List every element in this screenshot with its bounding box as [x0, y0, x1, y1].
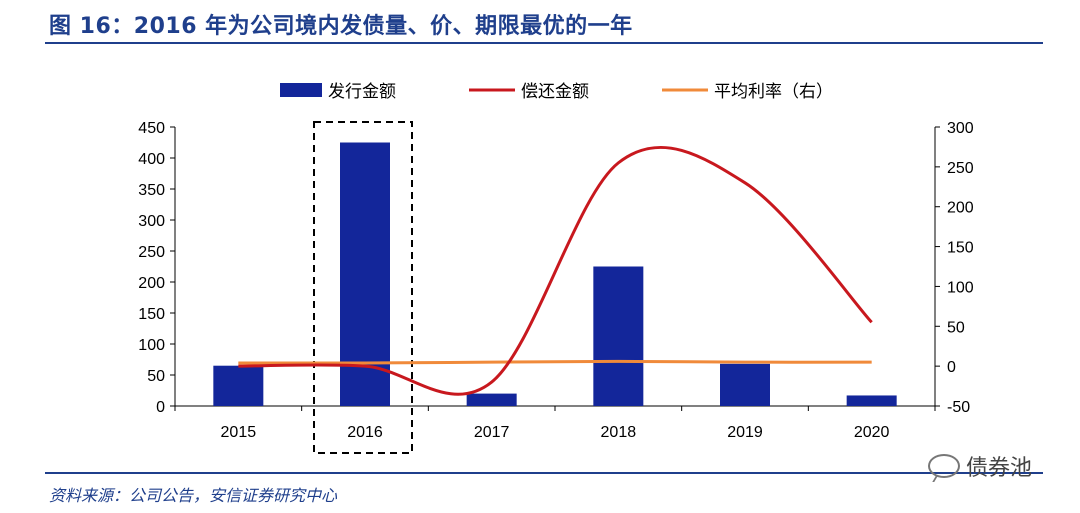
x-tick-label: 2016 [347, 424, 383, 441]
bar [846, 395, 897, 406]
left-tick-label: 0 [156, 399, 165, 416]
x-tick-label: 2015 [221, 424, 257, 441]
wechat-icon [928, 454, 960, 478]
legend-swatch-issue [280, 83, 322, 97]
watermark-text: 债券池 [966, 456, 1033, 481]
source-note: 资料来源：公司公告，安信证券研究中心 [49, 486, 338, 505]
right-tick-label: -50 [947, 399, 970, 416]
rate-line [238, 359, 872, 365]
right-tick-label: 150 [947, 240, 974, 257]
axes: 0 50 100 150 200 250 300 350 400 450 -50 0 50 100 150 2… [138, 120, 974, 441]
bar [593, 266, 644, 406]
right-tick-label: 300 [947, 120, 974, 137]
right-tick-label: 50 [947, 319, 965, 336]
chart-title: 图 16：2016 年为公司境内发债量、价、期限最优的一年 [49, 14, 633, 39]
legend-label-rate: 平均利率（右） [714, 82, 833, 102]
x-tick-label: 2018 [601, 424, 637, 441]
legend-label-repay: 偿还金额 [521, 82, 589, 102]
x-tick-label: 2017 [474, 424, 510, 441]
bar [466, 393, 517, 406]
left-tick-label: 400 [138, 151, 165, 168]
combo-chart: 发行金额 偿还金额 平均利率（右） 0 50 100 150 200 250 300 350 4… [138, 82, 974, 454]
left-tick-label: 350 [138, 182, 165, 199]
left-tick-label: 300 [138, 213, 165, 230]
watermark: 债券池 [928, 450, 1032, 482]
left-tick-label: 150 [138, 306, 165, 323]
x-tick-label: 2019 [727, 424, 763, 441]
left-tick-label: 450 [138, 120, 165, 137]
left-tick-label: 50 [147, 368, 165, 385]
left-tick-label: 200 [138, 275, 165, 292]
right-tick-label: 0 [947, 359, 956, 376]
left-tick-label: 100 [138, 337, 165, 354]
x-tick-label: 2020 [854, 424, 890, 441]
bar [213, 365, 264, 406]
title-rule [45, 42, 1043, 44]
legend: 发行金额 偿还金额 平均利率（右） [280, 82, 833, 102]
source-rule [45, 472, 1043, 474]
right-tick-label: 200 [947, 200, 974, 217]
right-tick-label: 250 [947, 160, 974, 177]
legend-label-issue: 发行金额 [328, 82, 396, 102]
highlight-box [313, 121, 413, 454]
left-tick-label: 250 [138, 244, 165, 261]
line-series [238, 145, 873, 396]
highlight-rect [313, 121, 413, 454]
repay-line [238, 145, 873, 396]
bar [720, 363, 770, 406]
right-tick-label: 100 [947, 279, 974, 296]
